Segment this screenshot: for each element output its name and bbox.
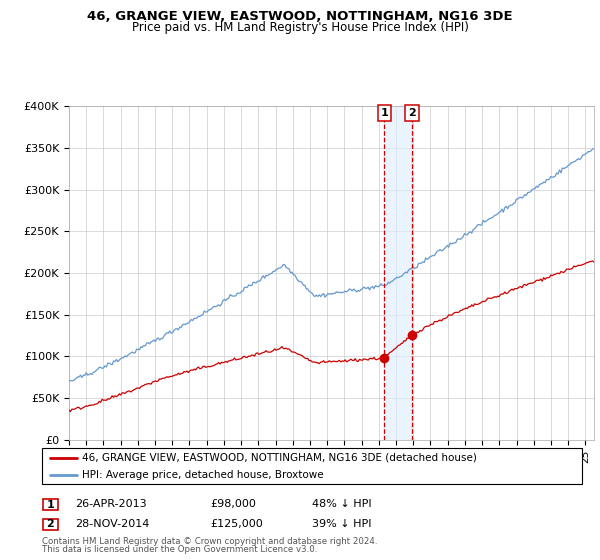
Text: 39% ↓ HPI: 39% ↓ HPI xyxy=(312,519,371,529)
Text: 2: 2 xyxy=(408,108,416,118)
Text: 1: 1 xyxy=(47,500,54,510)
Text: 48% ↓ HPI: 48% ↓ HPI xyxy=(312,499,371,509)
Text: £125,000: £125,000 xyxy=(210,519,263,529)
Text: £98,000: £98,000 xyxy=(210,499,256,509)
Text: 1: 1 xyxy=(380,108,388,118)
Text: 26-APR-2013: 26-APR-2013 xyxy=(75,499,146,509)
Text: 46, GRANGE VIEW, EASTWOOD, NOTTINGHAM, NG16 3DE (detached house): 46, GRANGE VIEW, EASTWOOD, NOTTINGHAM, N… xyxy=(83,453,478,463)
Text: Contains HM Land Registry data © Crown copyright and database right 2024.: Contains HM Land Registry data © Crown c… xyxy=(42,537,377,546)
Bar xyxy=(385,106,412,440)
Text: 28-NOV-2014: 28-NOV-2014 xyxy=(75,519,149,529)
Text: 2: 2 xyxy=(47,519,54,529)
Text: 46, GRANGE VIEW, EASTWOOD, NOTTINGHAM, NG16 3DE: 46, GRANGE VIEW, EASTWOOD, NOTTINGHAM, N… xyxy=(87,10,513,22)
Text: This data is licensed under the Open Government Licence v3.0.: This data is licensed under the Open Gov… xyxy=(42,545,317,554)
Text: Price paid vs. HM Land Registry's House Price Index (HPI): Price paid vs. HM Land Registry's House … xyxy=(131,21,469,34)
Text: HPI: Average price, detached house, Broxtowe: HPI: Average price, detached house, Brox… xyxy=(83,470,324,480)
